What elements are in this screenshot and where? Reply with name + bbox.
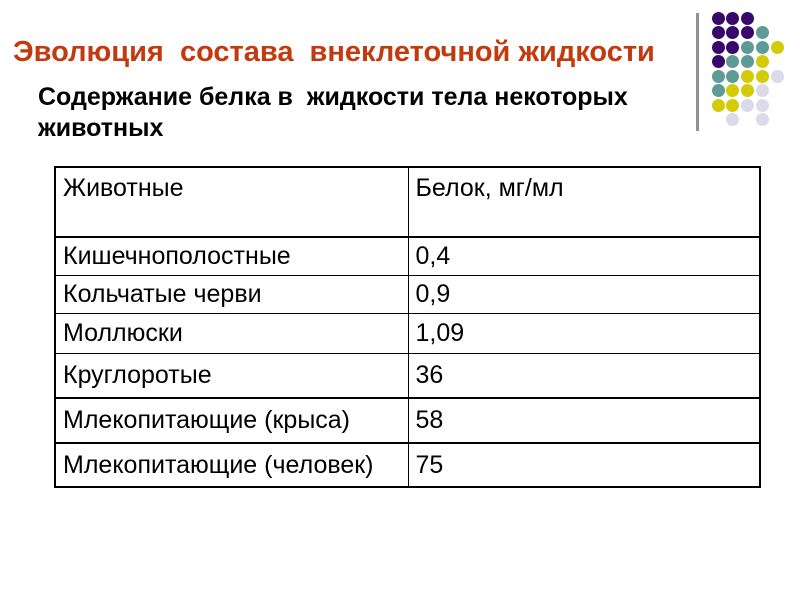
header-cell-animals: Животные bbox=[54, 166, 409, 238]
decorative-dot bbox=[741, 11, 755, 25]
decorative-dot bbox=[726, 84, 740, 97]
decorative-dot bbox=[755, 40, 769, 54]
value-cell: 0,9 bbox=[407, 274, 761, 314]
decorative-dot bbox=[755, 69, 769, 83]
decorative-dot bbox=[726, 98, 740, 112]
table-row: Моллюски 1,09 bbox=[54, 312, 761, 354]
header-cell-protein: Белок, мг/мл bbox=[407, 166, 761, 238]
table-row: Круглоротые 36 bbox=[54, 352, 761, 399]
decorative-dot bbox=[726, 69, 740, 83]
decorative-dot bbox=[755, 98, 769, 112]
decorative-dot bbox=[755, 113, 769, 126]
decorative-dot bbox=[755, 55, 769, 68]
decorative-dot bbox=[770, 40, 784, 54]
value-cell: 0,4 bbox=[407, 236, 761, 276]
subtitle-line-1: Содержание белка в жидкости тела некотор… bbox=[38, 83, 628, 111]
decorative-dot bbox=[711, 11, 725, 25]
decorative-dot bbox=[741, 40, 755, 54]
slide-subtitle: Содержание белка в жидкости тела некотор… bbox=[38, 82, 718, 144]
value-cell: 58 bbox=[407, 397, 761, 444]
table-row: Млекопитающие (человек) 75 bbox=[54, 442, 761, 488]
decorative-dot bbox=[726, 55, 740, 68]
decorative-dot bbox=[726, 11, 740, 25]
decorative-dot bbox=[726, 40, 740, 54]
table-row: Млекопитающие (крыса) 58 bbox=[54, 397, 761, 444]
animal-cell: Млекопитающие (человек) bbox=[54, 442, 409, 488]
decorative-dot bbox=[741, 84, 755, 97]
decorative-dot bbox=[741, 26, 755, 39]
subtitle-line-2: животных bbox=[38, 114, 164, 142]
animal-cell: Кишечнополостные bbox=[54, 236, 409, 276]
decorative-dot bbox=[770, 69, 784, 83]
decorative-dot bbox=[711, 40, 725, 54]
protein-table: Животные Белок, мг/мл Кишечнополостные 0… bbox=[54, 166, 761, 488]
animal-cell: Моллюски bbox=[54, 312, 409, 354]
animal-cell: Млекопитающие (крыса) bbox=[54, 397, 409, 444]
decorative-dot bbox=[741, 98, 755, 112]
value-cell: 1,09 bbox=[407, 312, 761, 354]
decorative-dot bbox=[755, 26, 769, 39]
decorative-dot bbox=[726, 26, 740, 39]
decorative-dot bbox=[755, 84, 769, 97]
slide-title: Эволюция состава внеклеточной жидкости bbox=[13, 36, 655, 68]
decorative-dot bbox=[741, 55, 755, 68]
decorative-dot bbox=[711, 26, 725, 39]
vertical-divider-line bbox=[696, 13, 699, 131]
decorative-dot bbox=[711, 98, 725, 112]
decorative-dot bbox=[741, 69, 755, 83]
decorative-dot bbox=[711, 55, 725, 68]
value-cell: 36 bbox=[407, 352, 761, 399]
decorative-dot bbox=[726, 113, 740, 126]
dot-pattern bbox=[0, 0, 800, 140]
table-header-row: Животные Белок, мг/мл bbox=[54, 166, 761, 238]
animal-cell: Круглоротые bbox=[54, 352, 409, 399]
decorative-dot bbox=[711, 69, 725, 83]
table-row: Кишечнополостные 0,4 bbox=[54, 236, 761, 276]
decorative-dot bbox=[711, 84, 725, 97]
animal-cell: Кольчатые черви bbox=[54, 274, 409, 314]
table-row: Кольчатые черви 0,9 bbox=[54, 274, 761, 314]
value-cell: 75 bbox=[407, 442, 761, 488]
